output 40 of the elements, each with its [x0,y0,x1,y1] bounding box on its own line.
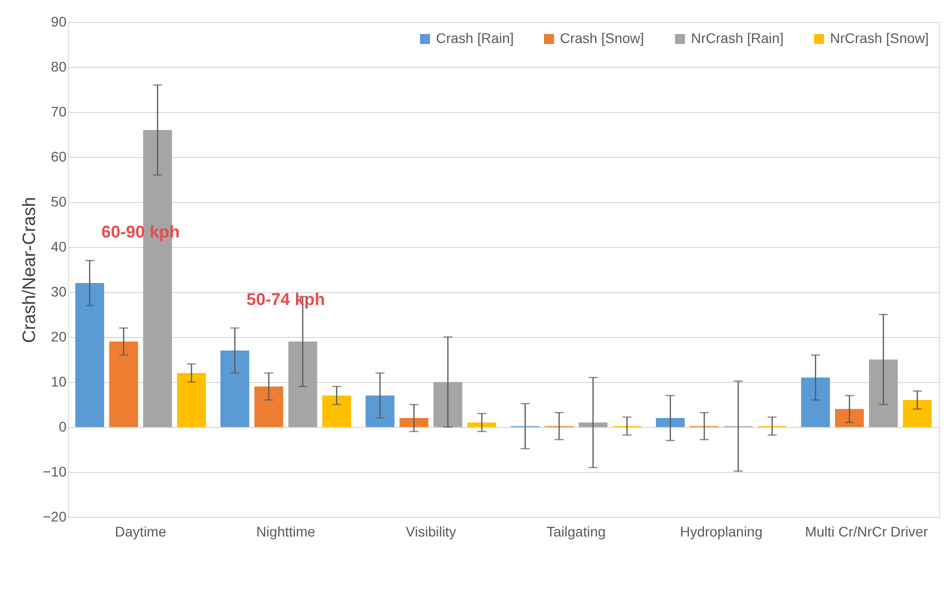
y-tick-label: 50 [50,194,67,210]
bar [578,422,608,427]
y-tick-label: 30 [50,284,67,300]
legend-label: Crash [Snow] [560,30,644,46]
bar [288,342,318,427]
x-tick-label: Daytime [114,524,166,540]
bar [868,360,898,427]
x-tick-label: Tailgating [546,524,606,540]
y-tick-label: 80 [50,58,67,74]
bar [220,350,250,427]
y-tick-label: 40 [50,238,67,254]
y-tick-label: −10 [42,464,67,480]
bar [902,400,932,427]
bar [467,422,496,427]
legend-label: Crash [Rain] [436,30,514,46]
x-tick-label: Multi Cr/NrCr Driver [804,524,928,540]
bar [322,396,352,427]
bar [801,378,830,427]
y-tick-label: 60 [50,148,67,164]
bar [366,396,394,427]
x-tick-label: Hydroplaning [680,524,762,540]
y-axis-title: Crash/Near-Crash [18,196,39,344]
bar [400,418,428,427]
y-tick-label: 20 [50,328,67,344]
x-tick-label: Visibility [406,524,456,540]
bar [75,283,104,427]
bar [109,342,138,427]
bar [177,373,206,427]
x-tick-label: Nighttime [256,524,316,540]
y-tick-label: 0 [58,418,67,434]
bar [835,409,864,427]
y-tick-label: 10 [50,374,67,390]
y-tick-label: 90 [50,14,67,30]
y-tick-label: 70 [50,104,67,120]
bar [254,386,284,427]
bar [656,418,685,427]
y-tick-label: −20 [42,508,67,524]
legend-label: NrCrash [Snow] [830,30,929,46]
legend-label: NrCrash [Rain] [691,30,784,46]
bar [433,382,462,427]
